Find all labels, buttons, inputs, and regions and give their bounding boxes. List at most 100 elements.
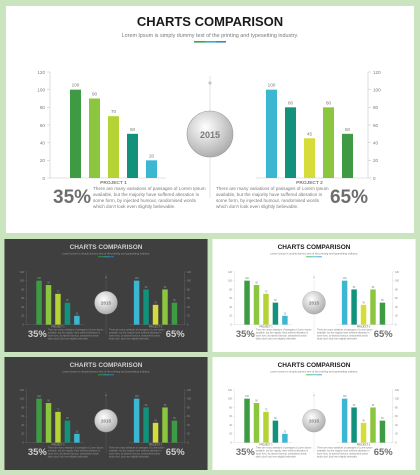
y-tick-label: 40 xyxy=(21,307,24,309)
left-percentage: 35% xyxy=(53,187,91,208)
project-label: PROJECT 2 xyxy=(149,326,163,329)
project-label: PROJECT 1 xyxy=(259,326,273,329)
bar xyxy=(143,407,149,443)
bar xyxy=(304,138,315,178)
right-description-line: There are many variations of passages of… xyxy=(317,447,373,450)
bar xyxy=(244,398,250,443)
y-tick-label: 0 xyxy=(395,325,397,327)
bar xyxy=(253,285,260,325)
y-tick-label: 20 xyxy=(21,316,24,318)
slide-subtitle: Lorem Ipsum is simply dummy text of the … xyxy=(270,369,358,373)
title-underline-teal xyxy=(103,256,109,258)
y-tick-label: 20 xyxy=(40,158,46,163)
right-description-line: some form, by injected humour, randomise… xyxy=(109,453,161,456)
y-tick-label: 120 xyxy=(395,272,400,274)
y-tick-label: 60 xyxy=(373,123,379,128)
left-percentage: 35% xyxy=(28,447,47,458)
y-tick-label: 120 xyxy=(395,390,400,392)
y-tick-label: 100 xyxy=(228,399,233,401)
bar xyxy=(36,398,42,443)
divider-dot xyxy=(105,394,107,397)
bar xyxy=(360,422,367,443)
y-tick-label: 20 xyxy=(395,434,398,436)
y-tick-label: 120 xyxy=(20,272,25,274)
slide-subtitle: Lorem Ipsum is simply dummy text of the … xyxy=(270,251,358,255)
y-tick-label: 40 xyxy=(229,425,232,427)
y-tick-label: 60 xyxy=(21,416,24,418)
bar xyxy=(379,420,386,443)
bar xyxy=(323,107,334,178)
bar-value-label: 100 xyxy=(268,83,276,88)
y-tick-label: 0 xyxy=(231,325,233,327)
left-description-line: some form, by injected humour, randomise… xyxy=(256,453,308,456)
title-underline-blue xyxy=(316,374,322,376)
y-tick-label: 100 xyxy=(228,281,233,283)
year-label: 2015 xyxy=(309,301,319,306)
bar-value-label: 90 xyxy=(92,92,98,97)
bar-value-label: 100 xyxy=(245,278,250,280)
y-tick-label: 40 xyxy=(40,140,46,145)
bar-value-label: 70 xyxy=(265,409,268,411)
y-tick-label: 60 xyxy=(187,298,190,300)
bar-value-label: 50 xyxy=(66,418,69,420)
bar xyxy=(152,304,159,325)
title-underline-green xyxy=(306,374,312,376)
bar-value-label: 100 xyxy=(135,278,140,280)
right-description-line: which don't look even slightly believabl… xyxy=(317,456,358,459)
y-tick-label: 40 xyxy=(373,140,379,145)
bar xyxy=(162,289,168,325)
y-tick-label: 80 xyxy=(187,407,190,409)
y-tick-label: 60 xyxy=(187,416,190,418)
thumbnail-slide-dark-1[interactable]: CHARTS COMPARISON Lorem Ipsum is simply d… xyxy=(4,239,208,352)
thumbnail-slide-light-2[interactable]: CHARTS COMPARISON Lorem Ipsum is simply d… xyxy=(212,357,416,470)
y-tick-label: 100 xyxy=(395,281,400,283)
y-tick-label: 20 xyxy=(229,434,232,436)
y-tick-label: 20 xyxy=(21,434,24,436)
bar xyxy=(342,133,353,178)
y-tick-label: 0 xyxy=(187,443,189,445)
y-tick-label: 80 xyxy=(395,407,398,409)
right-percentage: 65% xyxy=(330,187,368,208)
y-tick-label: 100 xyxy=(20,399,25,401)
bar-value-label: 80 xyxy=(326,100,332,105)
y-tick-label: 0 xyxy=(23,443,25,445)
bar xyxy=(74,433,80,443)
slide-title: CHARTS COMPARISON xyxy=(278,244,351,251)
slide-subtitle: Lorem Ipsum is simply dummy text of the … xyxy=(122,33,299,39)
title-underline-green xyxy=(98,374,104,376)
right-description-line: available, but the majority have suffere… xyxy=(109,332,162,335)
main-slide[interactable]: CHARTS COMPARISON Lorem Ipsum is simply d… xyxy=(6,6,414,233)
bar-value-label: 80 xyxy=(145,287,148,289)
year-label: 2015 xyxy=(200,130,220,140)
y-tick-label: 100 xyxy=(37,87,45,92)
bar-value-label: 20 xyxy=(76,431,79,433)
y-tick-label: 120 xyxy=(228,272,233,274)
bar xyxy=(70,89,81,178)
bar-value-label: 20 xyxy=(284,431,287,433)
thumbnail-slide-dark-2[interactable]: CHARTS COMPARISON Lorem Ipsum is simply d… xyxy=(4,357,208,470)
bar-value-label: 50 xyxy=(274,300,277,302)
bar xyxy=(146,160,157,178)
title-underline-blue xyxy=(108,374,114,376)
bar-value-label: 100 xyxy=(245,396,250,398)
bar-value-label: 50 xyxy=(274,418,277,420)
thumbnail-slide-light-1[interactable]: CHARTS COMPARISON Lorem Ipsum is simply d… xyxy=(212,239,416,352)
bar-value-label: 70 xyxy=(111,109,117,114)
bar-value-label: 70 xyxy=(57,291,60,293)
bar xyxy=(351,407,357,443)
slide-title: CHARTS COMPARISON xyxy=(70,362,143,369)
bar-value-label: 90 xyxy=(47,283,50,285)
left-description-line: available, but the majority have suffere… xyxy=(48,450,101,453)
bar xyxy=(263,411,269,443)
y-tick-label: 40 xyxy=(229,307,232,309)
bar xyxy=(133,280,140,325)
right-description-line: which don't look even slightly believabl… xyxy=(216,204,298,209)
bar xyxy=(272,302,279,325)
y-tick-label: 60 xyxy=(21,298,24,300)
y-tick-label: 0 xyxy=(42,176,45,181)
right-description-line: available, but the majority have suffere… xyxy=(216,192,323,197)
left-description-line: There are many variations of passages of… xyxy=(48,329,104,332)
bar-value-label: 50 xyxy=(66,300,69,302)
